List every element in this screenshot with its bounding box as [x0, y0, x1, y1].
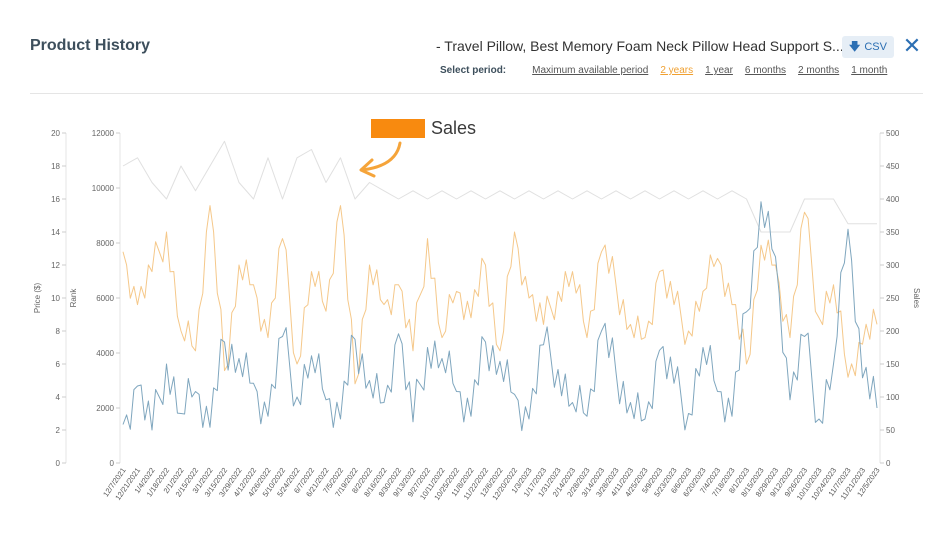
price-tick-label: 12: [51, 261, 60, 270]
sales-tick-label: 400: [886, 195, 900, 204]
csv-download-button[interactable]: 🡇 CSV: [842, 36, 894, 58]
rank-tick-label: 8000: [96, 239, 114, 248]
price-tick-label: 8: [56, 327, 61, 336]
price-axis-label: Price ($): [33, 283, 42, 314]
axis-lines: [65, 133, 881, 463]
rank-tick-label: 4000: [96, 349, 114, 358]
sales-legend-label: Sales: [431, 118, 477, 138]
period-option-1-month[interactable]: 1 month: [851, 65, 888, 76]
annotation-arrow: [360, 141, 402, 172]
price-tick-label: 14: [51, 228, 60, 237]
rank-tick-label: 6000: [96, 294, 114, 303]
period-option-2-months[interactable]: 2 months: [798, 65, 840, 76]
sales-series-line: [122, 205, 878, 385]
sales-tick-label: 50: [886, 426, 895, 435]
sales-tick-label: 450: [886, 162, 900, 171]
price-tick-label: 16: [51, 195, 60, 204]
price-tick-label: 10: [51, 294, 60, 303]
price-series-line: [122, 140, 877, 233]
sales-tick-label: 250: [886, 294, 900, 303]
header-divider: [30, 93, 923, 94]
sales-legend: Sales: [371, 118, 476, 139]
period-option-1-year[interactable]: 1 year: [705, 65, 733, 76]
annotation-arrowhead: [359, 158, 376, 178]
close-icon[interactable]: ✕: [902, 33, 922, 58]
sales-legend-swatch: [371, 119, 425, 138]
rank-tick-label: 10000: [92, 184, 115, 193]
sales-tick-label: 0: [886, 459, 891, 468]
sales-tick-label: 350: [886, 228, 900, 237]
price-tick-label: 18: [51, 162, 60, 171]
download-arrow-icon: 🡇: [849, 40, 861, 53]
price-tick-label: 6: [56, 360, 61, 369]
period-selector: Select period: Maximum available period …: [440, 65, 887, 76]
price-tick-label: 20: [51, 129, 60, 138]
sales-tick-label: 200: [886, 327, 900, 336]
period-option-2-years[interactable]: 2 years: [660, 65, 694, 76]
rank-tick-label: 2000: [96, 404, 114, 413]
period-label: Select period:: [440, 65, 507, 76]
sales-tick-label: 150: [886, 360, 900, 369]
rank-tick-label: 12000: [92, 129, 115, 138]
csv-label: CSV: [864, 41, 887, 53]
sales-tick-label: 300: [886, 261, 900, 270]
sales-tick-label: 500: [886, 129, 900, 138]
period-option-max[interactable]: Maximum available period: [532, 65, 649, 76]
product-name: - Travel Pillow, Best Memory Foam Neck P…: [436, 38, 844, 54]
period-option-6-months[interactable]: 6 months: [744, 65, 787, 76]
rank-axis-label: Rank: [69, 288, 78, 308]
price-tick-label: 0: [56, 459, 61, 468]
price-tick-label: 4: [56, 393, 61, 402]
rank-tick-label: 0: [110, 459, 115, 468]
price-tick-label: 2: [56, 426, 61, 435]
page-title: Product History: [30, 37, 151, 54]
rank-series-line: [122, 201, 878, 432]
sales-axis-label: Sales: [912, 288, 921, 308]
sales-tick-label: 100: [886, 393, 900, 402]
